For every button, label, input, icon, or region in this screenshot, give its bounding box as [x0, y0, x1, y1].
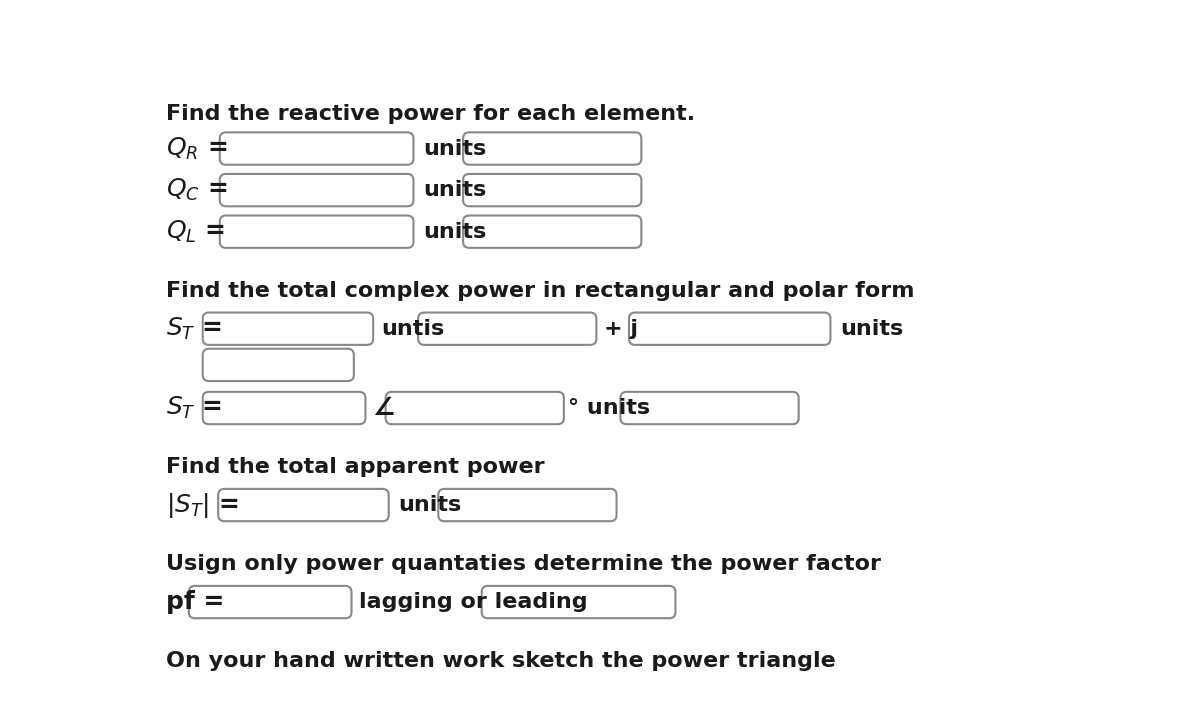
FancyBboxPatch shape [481, 586, 676, 618]
Text: units: units [422, 222, 486, 242]
Text: ° units: ° units [568, 398, 650, 418]
Text: + j: + j [604, 319, 638, 339]
FancyBboxPatch shape [438, 489, 617, 521]
Text: units: units [422, 180, 486, 200]
Text: pf =: pf = [166, 590, 224, 614]
FancyBboxPatch shape [203, 312, 373, 345]
Text: untis: untis [380, 319, 444, 339]
FancyBboxPatch shape [188, 586, 352, 618]
FancyBboxPatch shape [220, 132, 414, 164]
Text: ∠: ∠ [372, 396, 394, 420]
FancyBboxPatch shape [463, 215, 641, 248]
Text: Find the reactive power for each element.: Find the reactive power for each element… [166, 104, 695, 124]
Text: units: units [840, 319, 904, 339]
Text: units: units [398, 495, 461, 515]
FancyBboxPatch shape [203, 349, 354, 381]
Text: $Q_C$ =: $Q_C$ = [166, 177, 227, 203]
Text: $|S_T|$ =: $|S_T|$ = [166, 490, 239, 520]
FancyBboxPatch shape [463, 174, 641, 206]
Text: $Q_L$ =: $Q_L$ = [166, 218, 224, 245]
FancyBboxPatch shape [463, 132, 641, 164]
Text: Find the total complex power in rectangular and polar form: Find the total complex power in rectangu… [166, 281, 914, 301]
Text: On your hand written work sketch the power triangle: On your hand written work sketch the pow… [166, 651, 835, 671]
Text: $S_T$ =: $S_T$ = [166, 316, 222, 342]
Text: $S_T$ =: $S_T$ = [166, 395, 222, 421]
FancyBboxPatch shape [220, 215, 414, 248]
Text: Usign only power quantaties determine the power factor: Usign only power quantaties determine th… [166, 554, 881, 574]
FancyBboxPatch shape [218, 489, 389, 521]
FancyBboxPatch shape [629, 312, 830, 345]
FancyBboxPatch shape [418, 312, 596, 345]
Text: $Q_R$ =: $Q_R$ = [166, 136, 227, 162]
FancyBboxPatch shape [620, 392, 799, 424]
Text: Find the total apparent power: Find the total apparent power [166, 457, 544, 477]
FancyBboxPatch shape [385, 392, 564, 424]
Text: units: units [422, 139, 486, 159]
FancyBboxPatch shape [203, 392, 366, 424]
Text: lagging or leading: lagging or leading [359, 592, 588, 612]
FancyBboxPatch shape [220, 174, 414, 206]
